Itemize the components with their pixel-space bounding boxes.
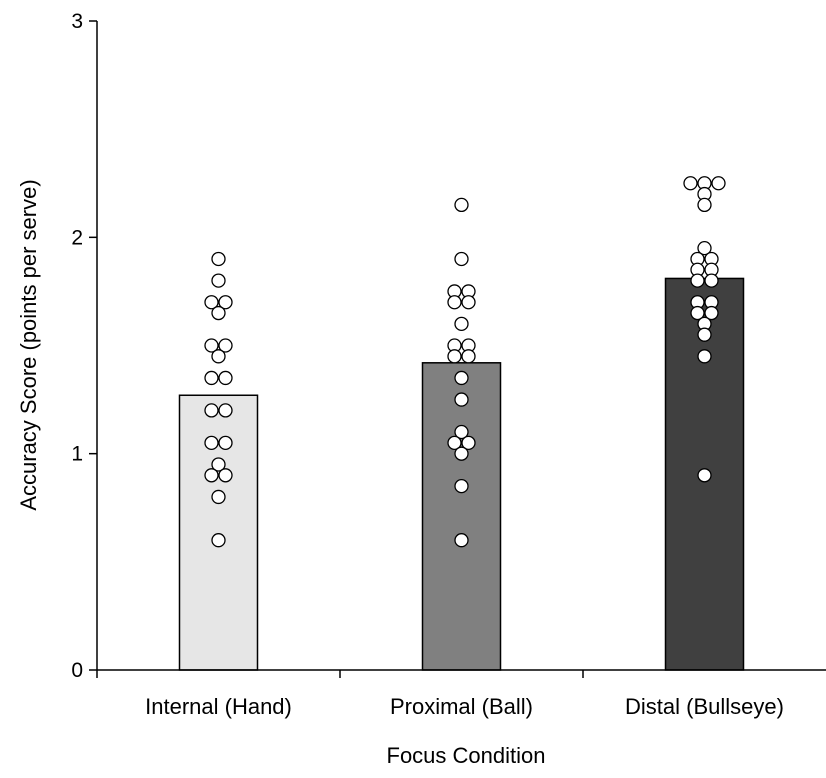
bars-group	[178, 277, 745, 671]
y-tick-label-2: 2	[71, 226, 83, 249]
data-point	[704, 273, 719, 288]
data-point	[697, 240, 712, 256]
data-point	[461, 295, 476, 310]
y-tick-label-0: 0	[71, 659, 83, 682]
data-point	[697, 327, 712, 342]
data-point	[454, 197, 469, 213]
data-point	[690, 305, 705, 321]
axes-group: Internal (Hand) Proximal (Ball) Distal (Bu…	[71, 10, 826, 719]
data-point	[454, 424, 469, 440]
bar-1	[178, 394, 259, 671]
data-point	[211, 305, 226, 321]
data-point	[454, 392, 469, 407]
x-tick-label-3: Distal (Bullseye)	[625, 694, 784, 719]
data-point	[211, 349, 226, 364]
data-point	[211, 273, 226, 288]
y-tick-label-1: 1	[71, 443, 83, 466]
data-point	[204, 468, 219, 483]
data-point	[454, 446, 469, 461]
data-point	[211, 251, 226, 267]
y-axis-title: Accuracy Score (points per serve)	[16, 179, 41, 510]
data-point	[218, 468, 233, 483]
data-point	[697, 197, 712, 213]
x-tick-label-1: Internal (Hand)	[145, 694, 292, 719]
data-point	[704, 305, 719, 321]
data-point	[204, 370, 219, 386]
data-point	[218, 403, 233, 418]
data-point	[690, 273, 705, 288]
data-point	[204, 435, 219, 451]
points-group	[204, 176, 726, 548]
y-tick-label-3: 3	[71, 10, 83, 33]
data-point	[454, 251, 469, 267]
data-point	[204, 403, 219, 418]
data-point	[204, 295, 219, 310]
data-point	[211, 533, 226, 548]
data-point	[447, 295, 462, 310]
data-point	[218, 338, 233, 353]
data-point	[218, 435, 233, 451]
data-point	[218, 295, 233, 310]
data-point	[697, 349, 712, 364]
data-point	[218, 370, 233, 386]
data-point	[683, 176, 698, 191]
data-point	[447, 349, 462, 364]
data-point	[461, 349, 476, 364]
data-point	[711, 176, 726, 191]
bar-2	[421, 362, 502, 671]
data-point	[697, 468, 712, 483]
data-point	[454, 478, 469, 494]
data-point	[211, 489, 226, 505]
data-point	[454, 370, 469, 386]
data-point	[454, 533, 469, 548]
data-point	[204, 338, 219, 353]
data-point	[211, 457, 226, 472]
data-point	[454, 316, 469, 332]
x-axis-title: Focus Condition	[387, 743, 546, 768]
data-point	[461, 435, 476, 451]
x-tick-label-2: Proximal (Ball)	[390, 694, 533, 719]
data-point	[447, 435, 462, 451]
